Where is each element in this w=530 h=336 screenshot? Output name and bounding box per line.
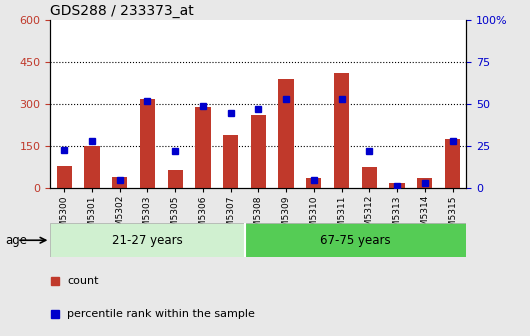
Bar	[361, 167, 377, 188]
Bar	[84, 146, 100, 188]
Text: 67-75 years: 67-75 years	[320, 234, 391, 247]
Text: GDS288 / 233373_at: GDS288 / 233373_at	[50, 4, 194, 18]
Bar	[306, 178, 322, 188]
Bar	[50, 223, 244, 257]
Bar	[195, 107, 210, 188]
Bar	[278, 79, 294, 188]
Bar	[417, 178, 432, 188]
Text: count: count	[67, 276, 99, 286]
Bar	[57, 166, 72, 188]
Bar	[112, 177, 127, 188]
Bar	[140, 98, 155, 188]
Bar	[390, 183, 405, 188]
Bar	[223, 135, 238, 188]
Bar	[244, 223, 466, 257]
Bar	[445, 139, 460, 188]
Text: age: age	[5, 234, 28, 247]
Bar	[334, 73, 349, 188]
Text: percentile rank within the sample: percentile rank within the sample	[67, 309, 255, 320]
Text: 21-27 years: 21-27 years	[112, 234, 183, 247]
Bar	[167, 170, 183, 188]
Bar	[251, 115, 266, 188]
